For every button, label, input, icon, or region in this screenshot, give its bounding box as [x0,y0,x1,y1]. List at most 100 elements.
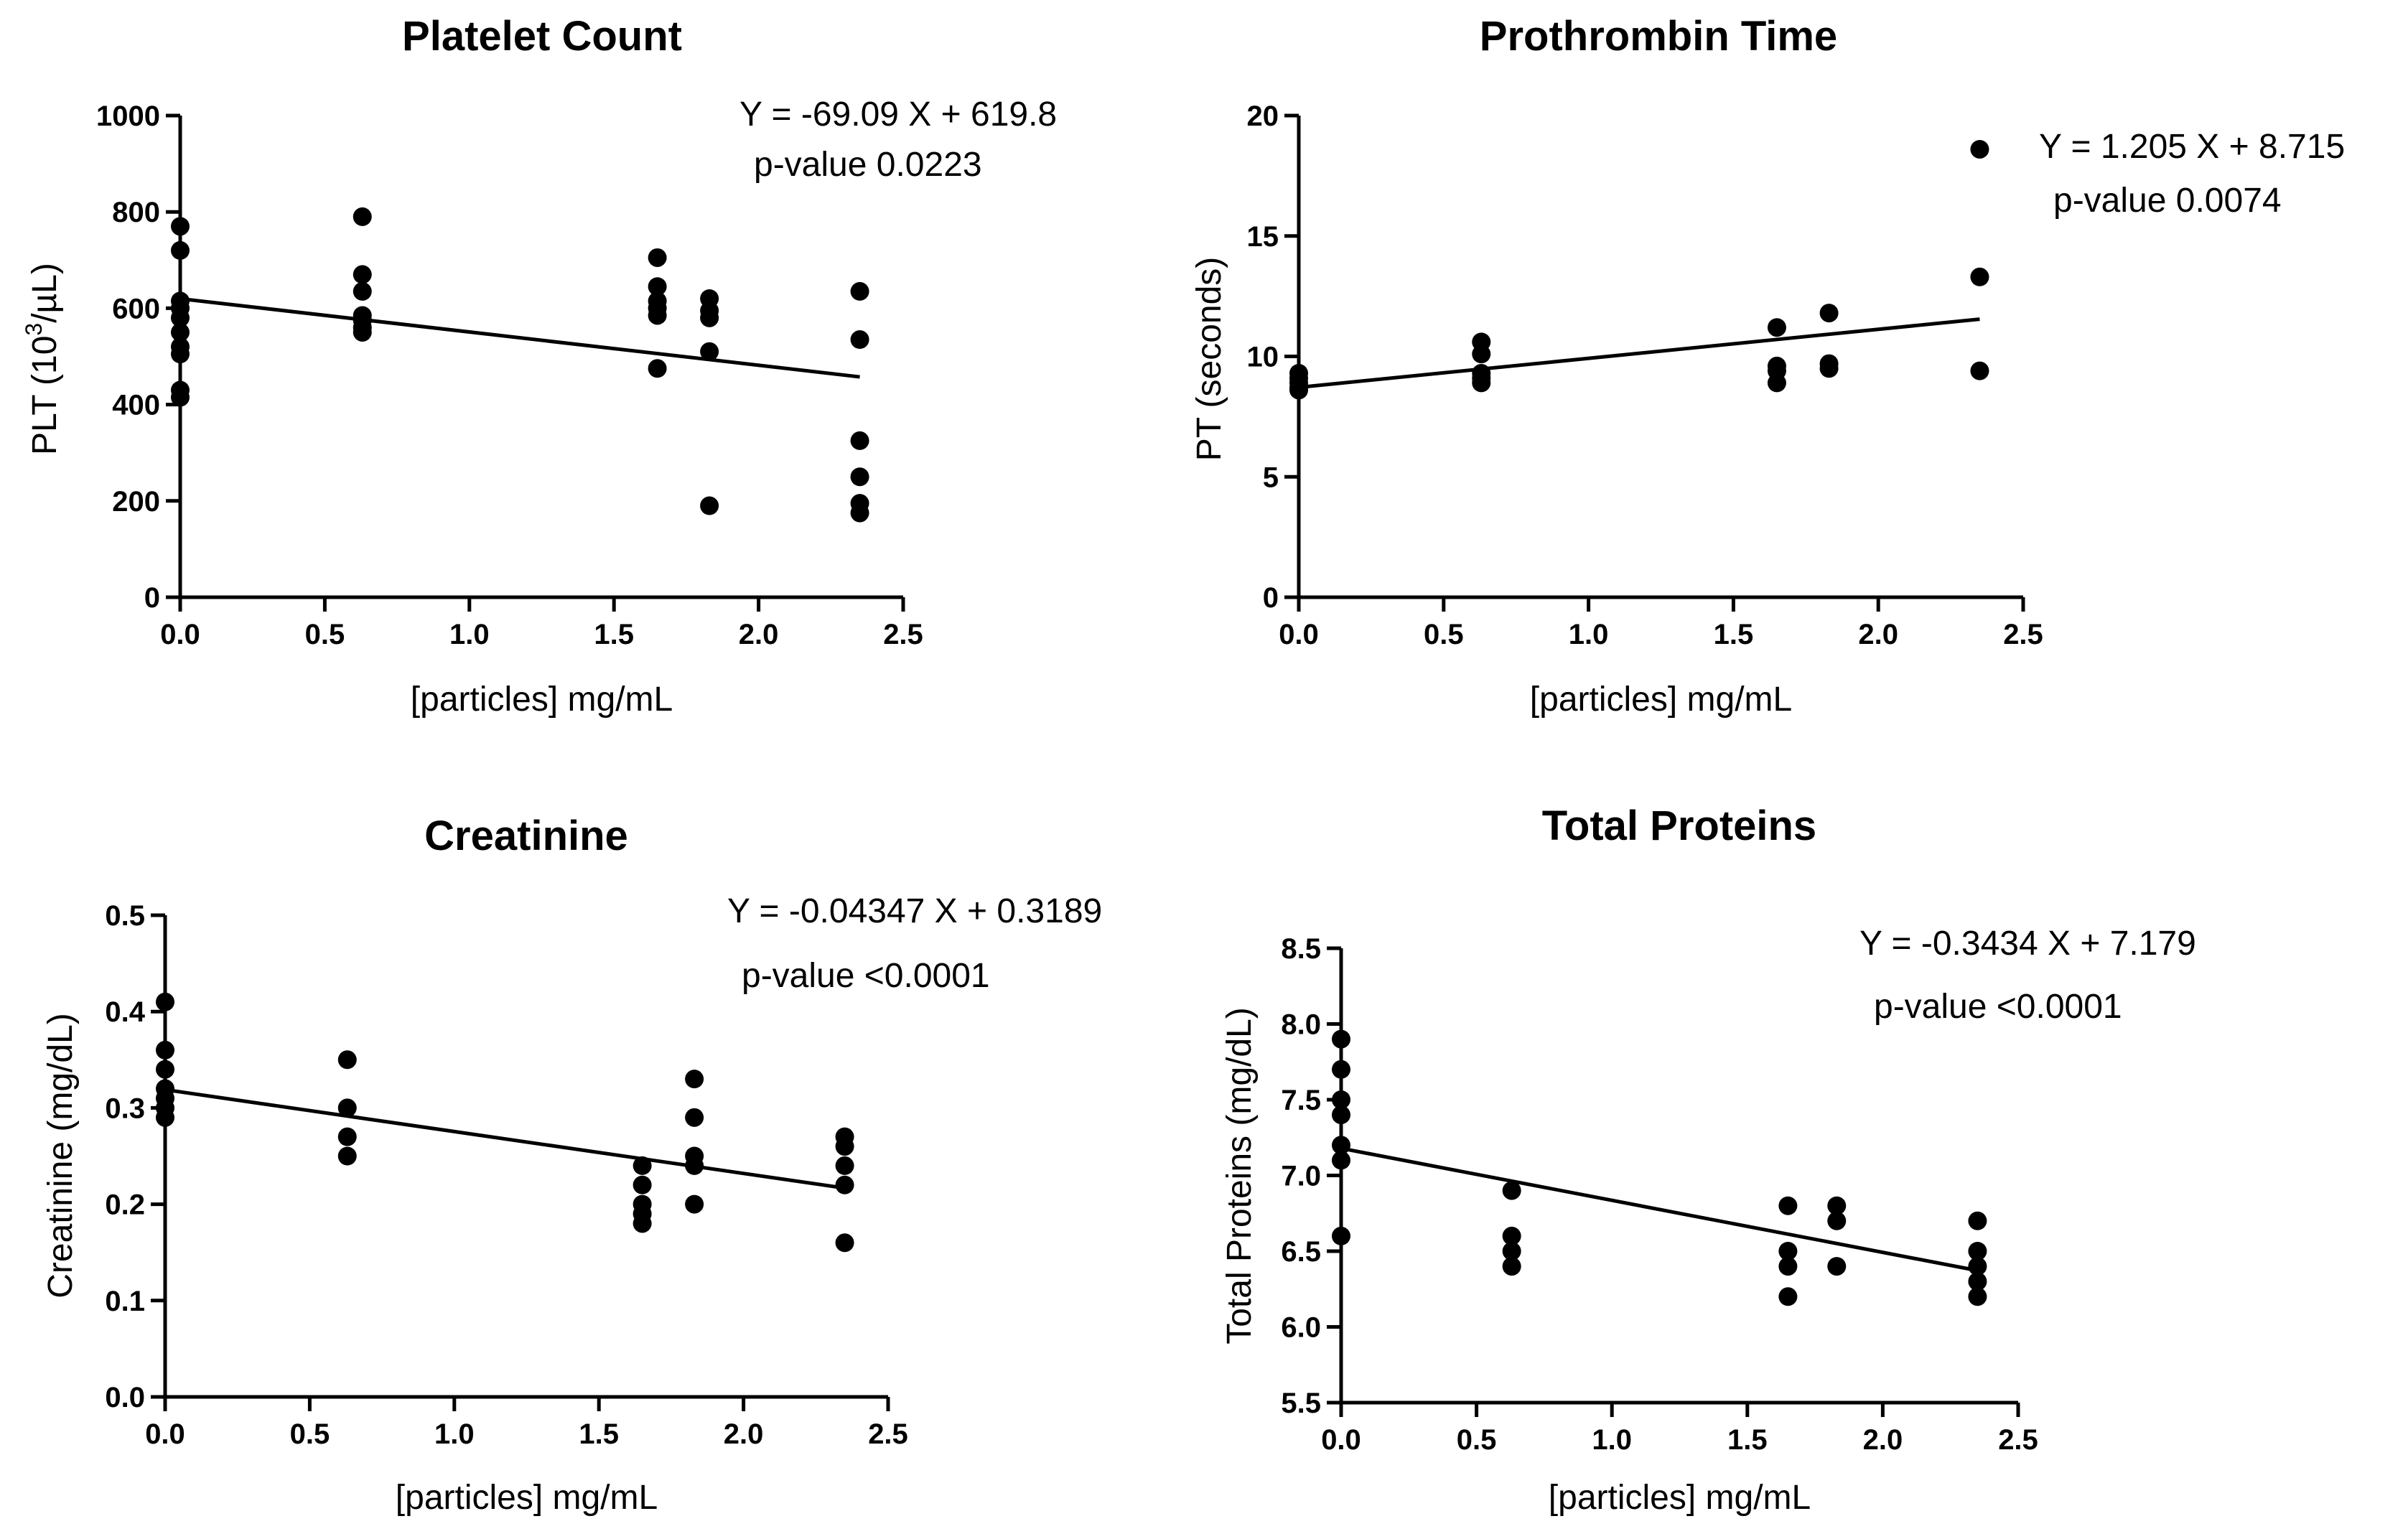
data-point [156,1060,174,1079]
regression-line [164,1088,845,1190]
data-point [685,1108,704,1127]
data-point [171,240,190,260]
y-tick-label: 0.1 [105,1286,145,1317]
x-tick-label: 1.0 [449,619,490,650]
data-point [1332,1136,1350,1155]
chart-panel-3: Creatinine 0.0 0.1 0.2 0.3 0.4 0.5 0.0 0.5 1.0 1.5… [42,813,1102,1517]
data-point [1819,359,1839,378]
data-point [1968,1257,1987,1276]
y-tick-label: 200 [112,486,160,518]
y-axis-label: Total Proteins (mg/dL) [1221,1007,1259,1344]
y-tick-label: 20 [1247,100,1279,132]
x-axis-label: [particles] mg/mL [1549,1479,1811,1517]
data-point [1968,1272,1987,1291]
data-point [353,281,372,301]
data-point [850,281,869,301]
x-axis-label: [particles] mg/mL [1530,681,1792,719]
data-point [1502,1242,1521,1261]
data-point [353,322,372,342]
y-tick-label: 6.5 [1281,1236,1321,1268]
chart-title: Total Proteins [1542,803,1816,849]
y-tick-label: 5.5 [1281,1388,1321,1419]
data-point [1968,1242,1987,1261]
x-axis-label: [particles] mg/mL [396,1479,658,1517]
regression-line [1298,317,1980,390]
data-point [171,308,190,327]
data-point [633,1214,652,1233]
x-tick-label: 0.5 [1424,619,1464,650]
data-point [1332,1060,1350,1079]
regression-line [1340,1146,1978,1273]
data-point [685,1156,704,1175]
data-point [1778,1287,1798,1306]
data-point [353,207,372,226]
x-tick-label: 2.0 [1858,619,1898,650]
data-point [850,467,869,487]
data-point [1819,304,1839,323]
data-point [1968,1287,1987,1306]
data-point [685,1070,704,1089]
data-point [1472,345,1491,364]
data-point [171,388,190,407]
x-tick-label: 1.0 [1569,619,1609,650]
y-tick-label: 8.0 [1281,1009,1321,1041]
p-value-label: p-value 0.0223 [754,146,982,184]
data-point [1502,1226,1521,1245]
data-point [1332,1090,1350,1109]
data-point [171,345,190,364]
y-tick-label: 7.0 [1281,1161,1321,1192]
x-tick-label: 0.5 [305,619,345,650]
y-tick-label: 0 [144,582,160,614]
data-point [171,322,190,342]
data-point [337,1127,357,1146]
x-tick-label: 1.5 [594,619,634,650]
data-point [700,308,719,327]
data-point [1970,267,1989,286]
data-point [1332,1029,1350,1049]
data-point [1778,1242,1798,1261]
x-tick-label: 2.5 [2003,619,2043,650]
data-point [850,431,869,450]
p-value-label: p-value 0.0074 [2053,182,2282,220]
data-point [1827,1211,1847,1230]
y-tick-label: 800 [112,197,160,228]
regression-equation: Y = -0.3434 X + 7.179 [1859,925,2196,963]
data-point [1827,1257,1847,1276]
regression-equation: Y = -0.04347 X + 0.3189 [727,892,1102,930]
data-point [156,1108,174,1127]
x-tick-label: 1.0 [1592,1424,1632,1456]
data-point [700,342,719,361]
x-axis-label: [particles] mg/mL [411,681,673,719]
data-point [850,503,869,523]
data-point [835,1175,854,1194]
data-point [685,1194,704,1214]
y-tick-label: 5 [1263,462,1279,493]
data-point [648,359,667,378]
data-point [1970,139,1989,159]
data-point [156,992,174,1011]
y-tick-label: 0 [1263,582,1279,614]
y-tick-label: 7.5 [1281,1085,1321,1116]
y-tick-label: 8.5 [1281,933,1321,965]
data-point [835,1137,854,1156]
data-point [835,1156,854,1175]
x-tick-label: 0.5 [1457,1424,1497,1456]
data-point [1827,1196,1847,1215]
x-tick-label: 2.5 [1998,1424,2038,1456]
regression-equation: Y = -69.09 X + 619.8 [739,95,1057,134]
data-point [633,1175,652,1194]
data-point [171,217,190,236]
data-point [1332,1226,1350,1245]
regression-line [179,296,860,379]
y-axis-label: PLT (103/µL) [21,263,64,455]
data-point [1767,318,1786,337]
x-tick-label: 2.5 [883,619,923,650]
data-point [337,1098,357,1118]
data-point [648,248,667,267]
data-point [1289,380,1308,400]
data-point [1472,373,1491,393]
data-point [633,1156,652,1175]
y-tick-label: 0.5 [105,900,145,932]
data-point [1332,1151,1350,1170]
y-axis-label: PT (seconds) [1190,257,1228,462]
